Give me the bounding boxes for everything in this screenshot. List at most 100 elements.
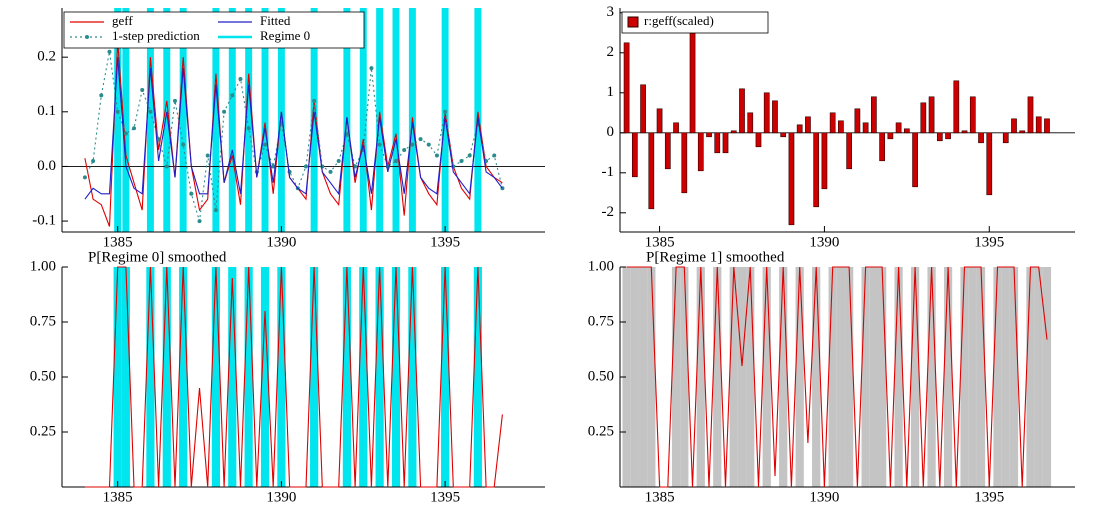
regime-band [212, 8, 220, 232]
bar [780, 132, 787, 138]
y-tick-label: 0 [607, 124, 615, 140]
bar [706, 132, 712, 138]
bar [895, 122, 902, 134]
series-line [626, 266, 1048, 488]
bar [986, 132, 993, 196]
bar [755, 132, 762, 148]
panel: -2 -1 0 1 2 3 1385 1390 1395 r:geff(scaled) [602, 4, 1075, 250]
regime-band [877, 267, 887, 487]
bar [978, 132, 984, 144]
point-marker [205, 153, 210, 158]
regime-band [1001, 267, 1010, 487]
legend-label: geff [112, 13, 133, 28]
bar [961, 130, 968, 134]
bar [1044, 118, 1050, 134]
x-tick-label: 1385 [645, 234, 675, 250]
bar [640, 84, 646, 134]
y-tick-label: 1.00 [588, 258, 614, 274]
bar [763, 92, 770, 134]
regime-band [993, 267, 1002, 487]
regime-band [836, 267, 846, 487]
series-line [84, 57, 503, 200]
point-marker [222, 109, 227, 114]
point-marker [189, 191, 194, 196]
bar [730, 130, 737, 134]
bar [829, 112, 836, 134]
bar [821, 132, 828, 190]
x-tick-label: 1390 [809, 489, 839, 505]
point-marker [82, 175, 87, 180]
legend-label: r:geff(scaled) [644, 13, 714, 28]
bar [714, 132, 721, 154]
point-marker [115, 109, 120, 114]
bar [796, 124, 803, 134]
point-marker [434, 153, 439, 158]
legend-marker [85, 35, 89, 39]
y-tick-label: 0.1 [37, 103, 56, 119]
point-marker [91, 158, 96, 163]
point-marker [140, 87, 145, 92]
regime-band [121, 267, 130, 487]
bar [1027, 96, 1034, 134]
x-tick-label: 1395 [974, 489, 1004, 505]
regime-band [638, 267, 648, 487]
x-tick-label: 1385 [645, 489, 675, 505]
regime-band [894, 267, 903, 487]
x-tick-label: 1390 [266, 489, 296, 505]
regime-band [1034, 267, 1043, 487]
legend-label: Regime 0 [260, 28, 310, 43]
point-marker [197, 219, 202, 224]
bar [1035, 116, 1042, 134]
bar [772, 100, 778, 134]
bar [887, 132, 894, 140]
regime-band [1026, 267, 1035, 487]
y-tick-label: -0.1 [32, 213, 56, 229]
regime-band [359, 267, 368, 487]
point-marker [369, 66, 374, 71]
y-tick-label: 0.25 [30, 423, 56, 439]
regime-band [228, 8, 236, 232]
bar [969, 96, 976, 134]
bar [846, 132, 853, 170]
point-marker [230, 93, 235, 98]
panel-title: P[Regime 1] smoothed [646, 249, 785, 265]
y-tick-label: 0.2 [37, 49, 56, 65]
y-tick-label: -1 [602, 164, 615, 180]
regime-band [1042, 267, 1052, 487]
regime-band [630, 267, 639, 487]
point-marker [123, 131, 128, 136]
bar [681, 132, 688, 194]
regime-band [1009, 267, 1019, 487]
y-tick-label: 0.50 [588, 368, 614, 384]
y-tick-label: 1 [607, 84, 615, 100]
bar [920, 102, 927, 134]
bar [838, 120, 844, 134]
bar [673, 122, 679, 134]
regime-band [113, 267, 122, 487]
bar [871, 96, 877, 134]
point-marker [336, 158, 341, 163]
bar [631, 132, 638, 178]
legend-swatch [627, 16, 639, 28]
regime-band [441, 267, 450, 487]
regime-band [927, 267, 936, 487]
legend-label: Fitted [260, 13, 291, 28]
regime-band [968, 267, 977, 487]
point-marker [303, 164, 308, 169]
point-marker [164, 164, 169, 169]
regime-band [622, 267, 631, 487]
point-marker [492, 153, 497, 158]
point-marker [394, 158, 399, 163]
bar [912, 132, 918, 188]
regime-band [473, 267, 482, 487]
bar [953, 80, 960, 134]
point-marker [418, 137, 423, 142]
regime-band [392, 8, 400, 232]
point-marker [238, 77, 243, 82]
point-marker [107, 49, 112, 54]
regime-band [245, 8, 253, 232]
regime-band [277, 8, 285, 232]
x-tick-label: 1395 [974, 234, 1004, 250]
